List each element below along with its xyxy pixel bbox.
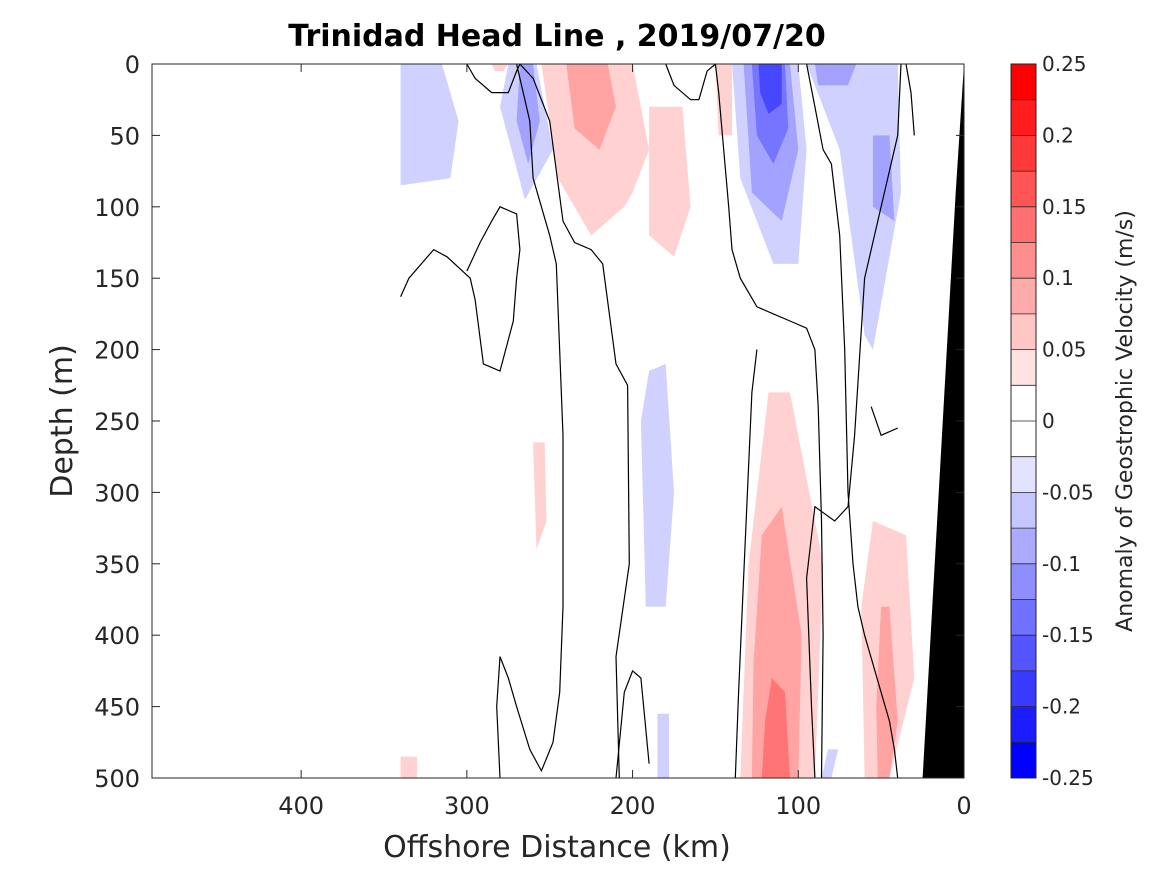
colorbar-label: Anomaly of Geostrophic Velocity (m/s) [1113, 210, 1138, 632]
x-tick-label: 300 [444, 792, 490, 820]
colorbar-swatch [1011, 64, 1036, 101]
negative-anomaly-region [657, 713, 669, 778]
x-axis: 400 300 200 100 0 [278, 64, 972, 820]
x-tick-label: 400 [278, 792, 324, 820]
colorbar-swatch [1011, 635, 1036, 672]
y-tick-label: 250 [94, 408, 140, 436]
zero-contour-line [806, 63, 899, 779]
y-tick-label: 100 [94, 194, 140, 222]
x-tick-label: 100 [775, 792, 821, 820]
colorbar-swatch [1011, 135, 1036, 172]
zero-contour-line [496, 63, 564, 779]
negative-anomaly-region [758, 64, 782, 114]
x-tick-label: 200 [610, 792, 656, 820]
colorbar-swatch [1011, 563, 1036, 600]
colorbar-tick-label: 0.05 [1042, 338, 1087, 362]
negative-anomaly-region [872, 135, 895, 222]
positive-anomaly-region [541, 64, 650, 236]
x-axis-label: Offshore Distance (km) [383, 830, 731, 865]
y-tick-label: 450 [94, 694, 140, 722]
bathymetry-layer [922, 64, 964, 778]
colorbar: 0.25 0.2 0.15 0.1 0.05 0 -0.05 -0.1 -0.15 -0.2 -0.… [1010, 52, 1094, 790]
colorbar-swatch [1011, 242, 1036, 279]
colorbar-tick-label: -0.15 [1042, 623, 1094, 647]
chart-title: Trinidad Head Line , 2019/07/20 [288, 19, 825, 54]
colorbar-swatch [1011, 313, 1036, 351]
y-tick-label: 50 [109, 122, 140, 150]
colorbar-swatch [1011, 599, 1036, 636]
x-tick-label: 0 [956, 792, 971, 820]
colorbar-swatch [1011, 421, 1036, 458]
positive-anomaly-region [400, 756, 418, 778]
positive-anomaly-region [566, 64, 616, 150]
zero-contour-line [714, 63, 824, 779]
colorbar-tick-label: -0.2 [1042, 695, 1081, 719]
colorbar-swatch [1011, 528, 1036, 565]
positive-anomaly-region [761, 678, 790, 778]
colorbar-swatch [1011, 349, 1036, 386]
zero-contour-line [400, 206, 521, 372]
colorbar-swatch [1011, 206, 1036, 243]
positive-anomaly-region [751, 506, 802, 778]
y-axis: 0 50 100 150 200 250 300 350 400 450 500 [94, 51, 964, 793]
colorbar-tick-label: -0.05 [1042, 480, 1094, 504]
colorbar-tick-label: -0.25 [1042, 766, 1094, 790]
positive-anomaly-region [491, 64, 509, 72]
colorbar-swatch [1011, 706, 1036, 743]
zero-contour-line [870, 406, 898, 437]
positive-anomaly-region [715, 64, 732, 136]
colorbar-swatch [1011, 385, 1036, 422]
zero-contour-line [466, 63, 521, 94]
y-tick-label: 200 [94, 337, 140, 365]
positive-anomaly-region [533, 442, 547, 550]
colorbar-tick-label: 0 [1042, 409, 1055, 433]
y-tick-label: 400 [94, 622, 140, 650]
colorbar-swatch [1011, 670, 1036, 708]
colorbar-swatch [1011, 492, 1036, 529]
contour-layer [400, 63, 915, 779]
positive-anomaly-region [649, 106, 691, 257]
zero-contour-line [665, 63, 716, 101]
colorbar-swatch [1011, 99, 1036, 136]
colorbar-tick-label: 0.15 [1042, 195, 1087, 219]
y-tick-label: 300 [94, 479, 140, 507]
negative-anomaly-region [640, 363, 674, 607]
colorbar-swatch [1011, 456, 1036, 493]
colorbar-frame [1010, 63, 1037, 779]
y-tick-label: 500 [94, 765, 140, 793]
colorbar-tick-label: 0.25 [1042, 52, 1087, 76]
velocity-fill-layer [400, 64, 915, 778]
zero-contour-line [805, 63, 902, 779]
y-tick-label: 350 [94, 551, 140, 579]
negative-anomaly-region [821, 749, 839, 778]
y-axis-label: Depth (m) [45, 344, 80, 498]
seafloor-bathymetry [922, 64, 964, 778]
zero-contour-line [615, 669, 650, 779]
zero-contour-line [519, 63, 630, 779]
colorbar-swatch [1011, 171, 1036, 208]
colorbar-tick-label: 0.1 [1042, 266, 1074, 290]
y-tick-label: 0 [125, 51, 140, 79]
zero-contour-line [905, 63, 915, 136]
colorbar-tick-label: -0.1 [1042, 552, 1081, 576]
zero-contour-line [734, 349, 758, 779]
colorbar-swatch [1011, 742, 1036, 779]
colorbar-tick-label: 0.2 [1042, 123, 1074, 147]
negative-anomaly-region [400, 64, 459, 186]
colorbar-swatch [1011, 278, 1036, 315]
y-tick-label: 150 [94, 265, 140, 293]
negative-anomaly-region [814, 64, 857, 86]
